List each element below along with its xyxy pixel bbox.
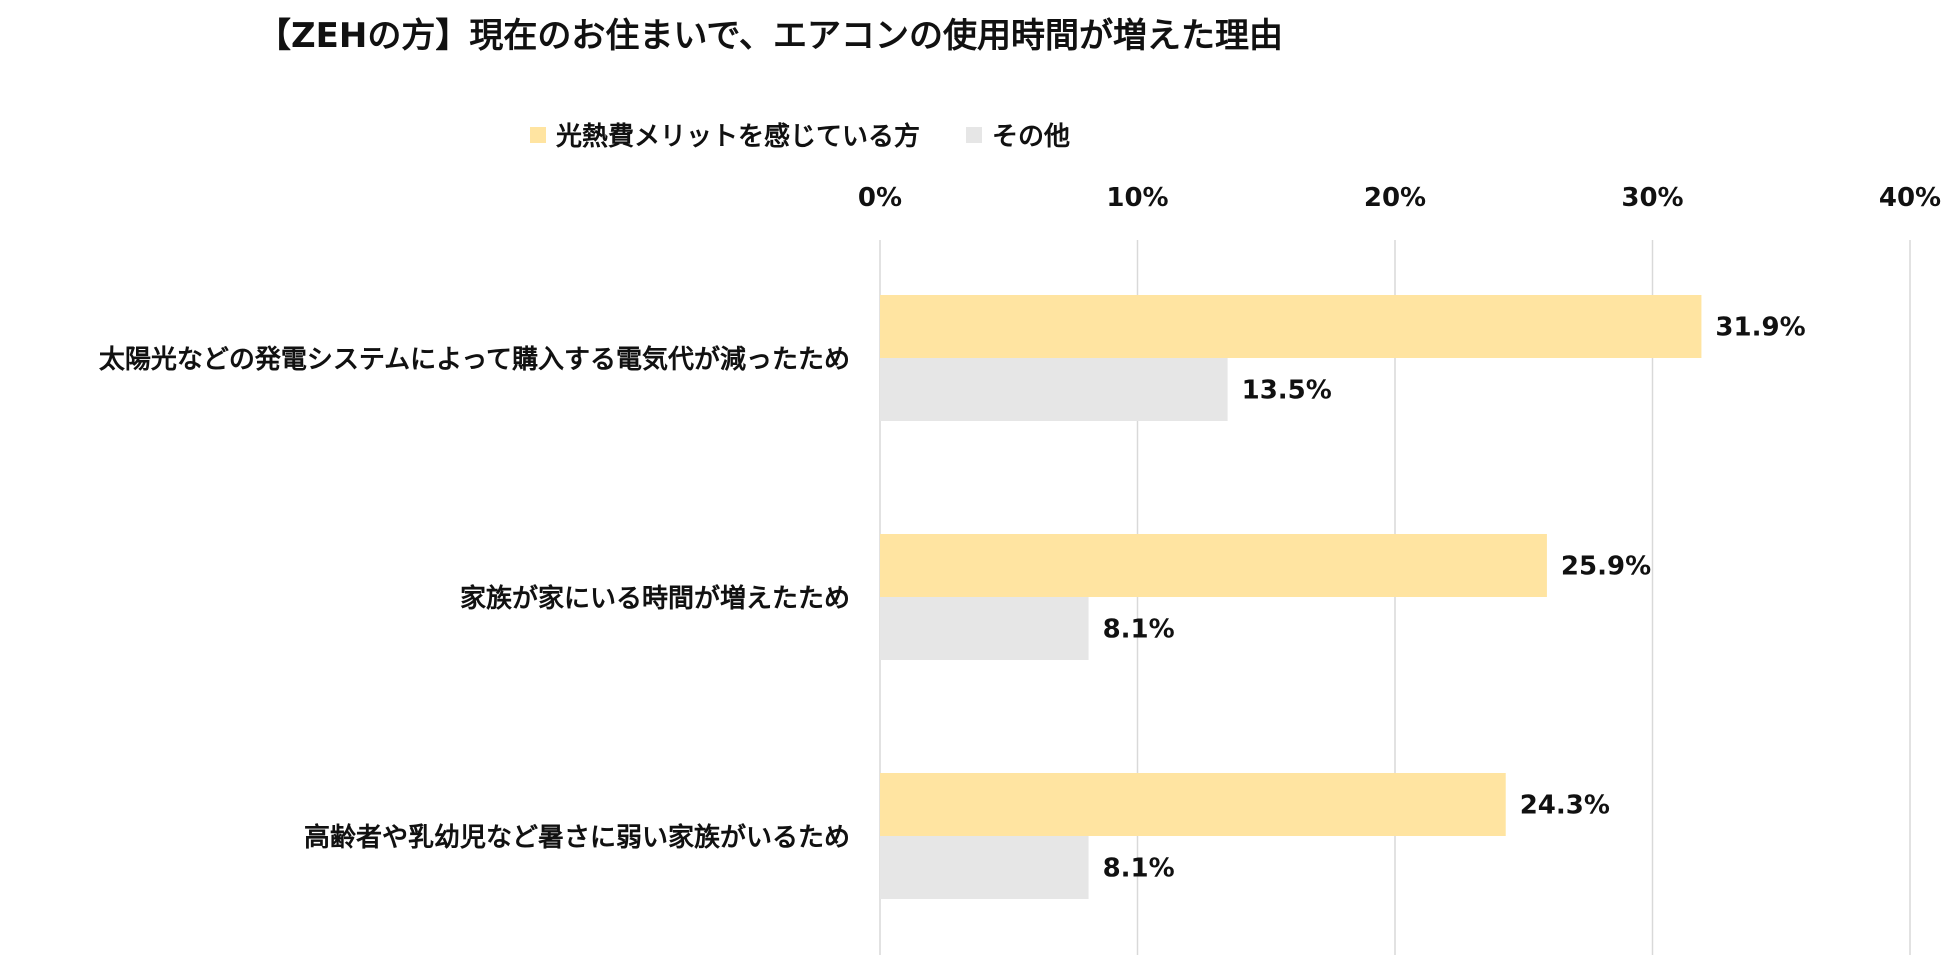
bar-series-1-category-3 [880,773,1506,836]
x-tick-label-40: 40% [1879,183,1941,213]
x-tick-label-0: 0% [858,183,902,213]
legend-label-series-2: その他 [992,122,1071,152]
category-label-3: 高齢者や乳幼児など暑さに弱い家族がいるため [304,822,850,853]
legend: 光熱費メリットを感じている方 その他 [0,116,1600,153]
value-label-series-1-category-2: 25.9% [1561,552,1651,582]
bar-series-2-category-2 [880,597,1089,660]
bar-series-1-category-2 [880,534,1547,597]
x-tick-label-10: 10% [1106,183,1168,213]
legend-swatch-series-2 [966,126,982,143]
bar-series-2-category-1 [880,358,1228,421]
legend-label-series-1: 光熱費メリットを感じている方 [555,122,920,152]
chart-title: 【ZEHの方】現在のお住まいで、エアコンの使用時間が増えた理由 [257,16,1283,56]
value-label-series-1-category-3: 24.3% [1520,791,1610,821]
legend-swatch-series-1 [529,126,546,143]
legend-item-series-1: 光熱費メリットを感じている方 [529,116,920,153]
x-tick-label-30: 30% [1621,183,1683,213]
value-label-series-2-category-3: 8.1% [1103,854,1175,884]
category-label-2: 家族が家にいる時間が増えたため [460,583,850,614]
bar-series-1-category-1 [880,295,1702,358]
value-label-series-1-category-1: 31.9% [1715,313,1805,343]
bar-series-2-category-3 [880,836,1089,899]
value-label-series-2-category-2: 8.1% [1103,615,1175,645]
category-label-1: 太陽光などの発電システムによって購入する電気代が減ったため [99,344,850,375]
legend-item-series-2: その他 [966,116,1070,153]
x-tick-label-20: 20% [1364,183,1426,213]
value-label-series-2-category-1: 13.5% [1242,376,1332,406]
